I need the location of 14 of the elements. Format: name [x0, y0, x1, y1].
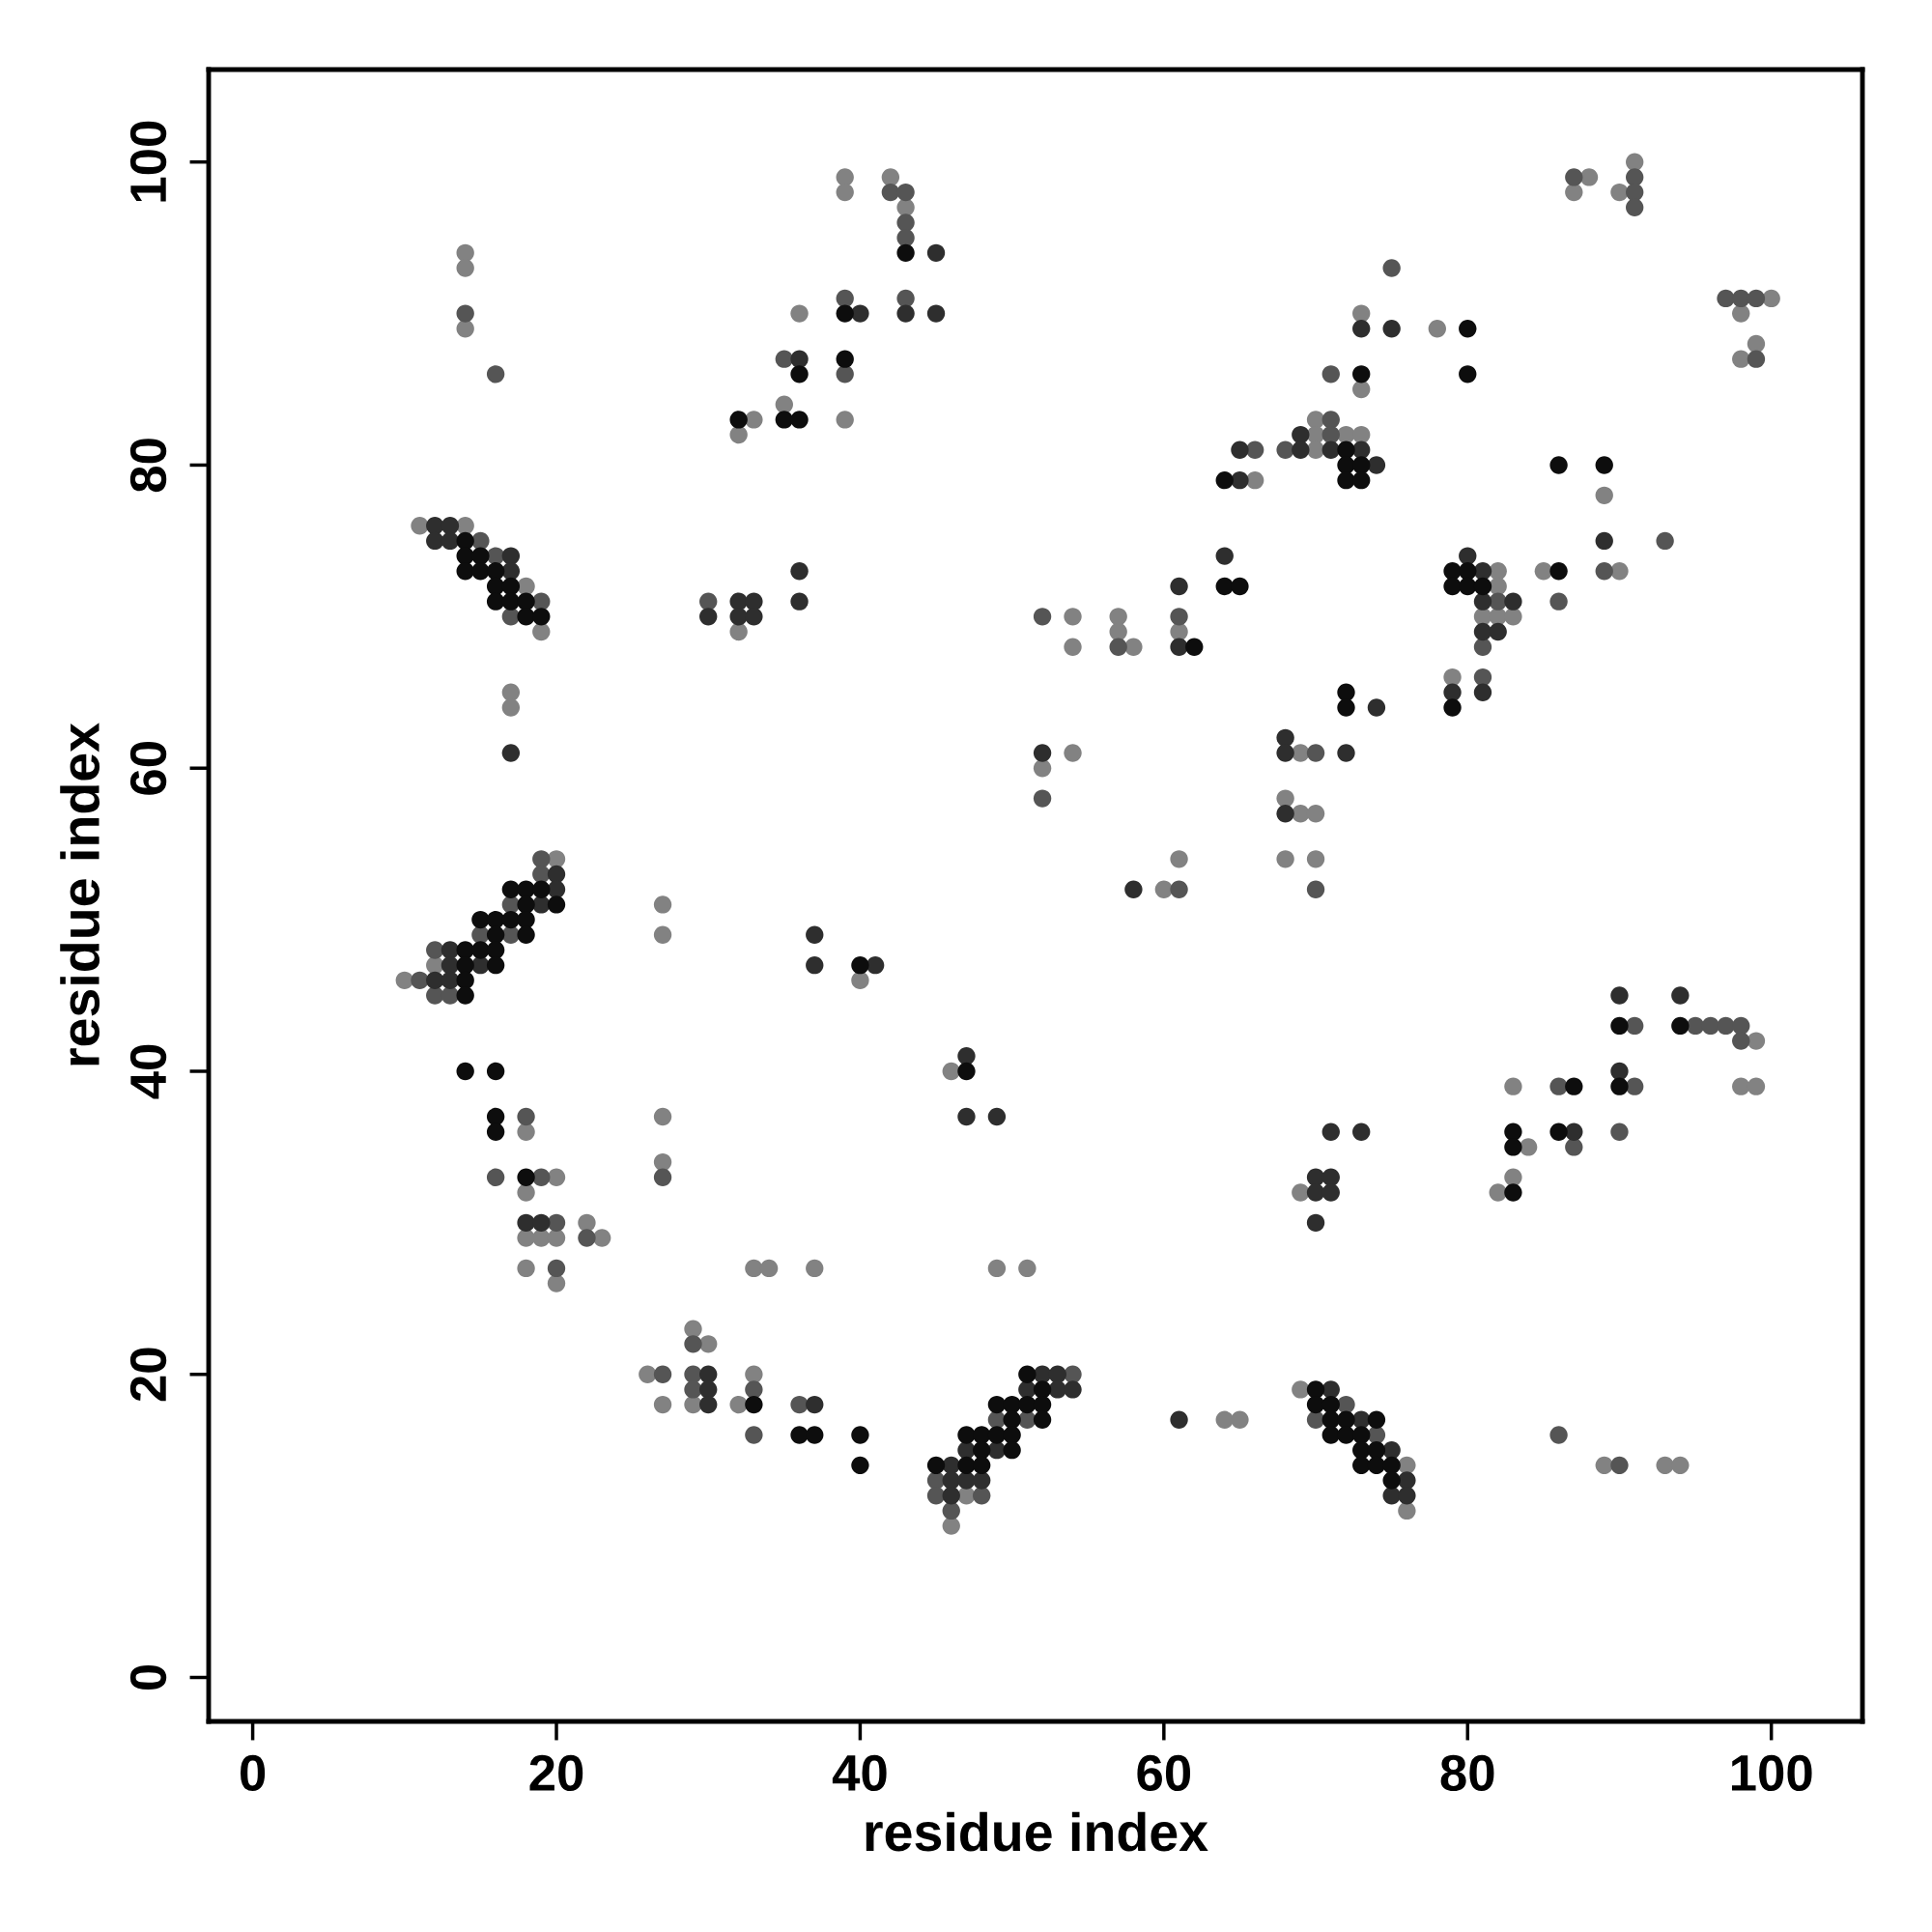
x-tick-label: 20 [529, 1754, 583, 1792]
x-tick-label: 40 [832, 1754, 887, 1792]
x-tick-label: 0 [241, 1754, 266, 1792]
x-tick-label: 60 [1137, 1754, 1191, 1792]
y-axis-title: residue index [60, 723, 100, 1065]
x-tick-label: 100 [1731, 1754, 1812, 1792]
y-tick-label: 0 [129, 1664, 167, 1690]
x-tick-label: 80 [1440, 1754, 1494, 1792]
y-tick-label: 20 [129, 1348, 167, 1402]
y-tick-label: 60 [129, 742, 167, 795]
y-tick-label: 40 [129, 1044, 167, 1099]
y-tick-label: 80 [129, 439, 167, 493]
x-axis-title: residue index [866, 1811, 1208, 1852]
y-tick-label: 100 [129, 121, 167, 202]
